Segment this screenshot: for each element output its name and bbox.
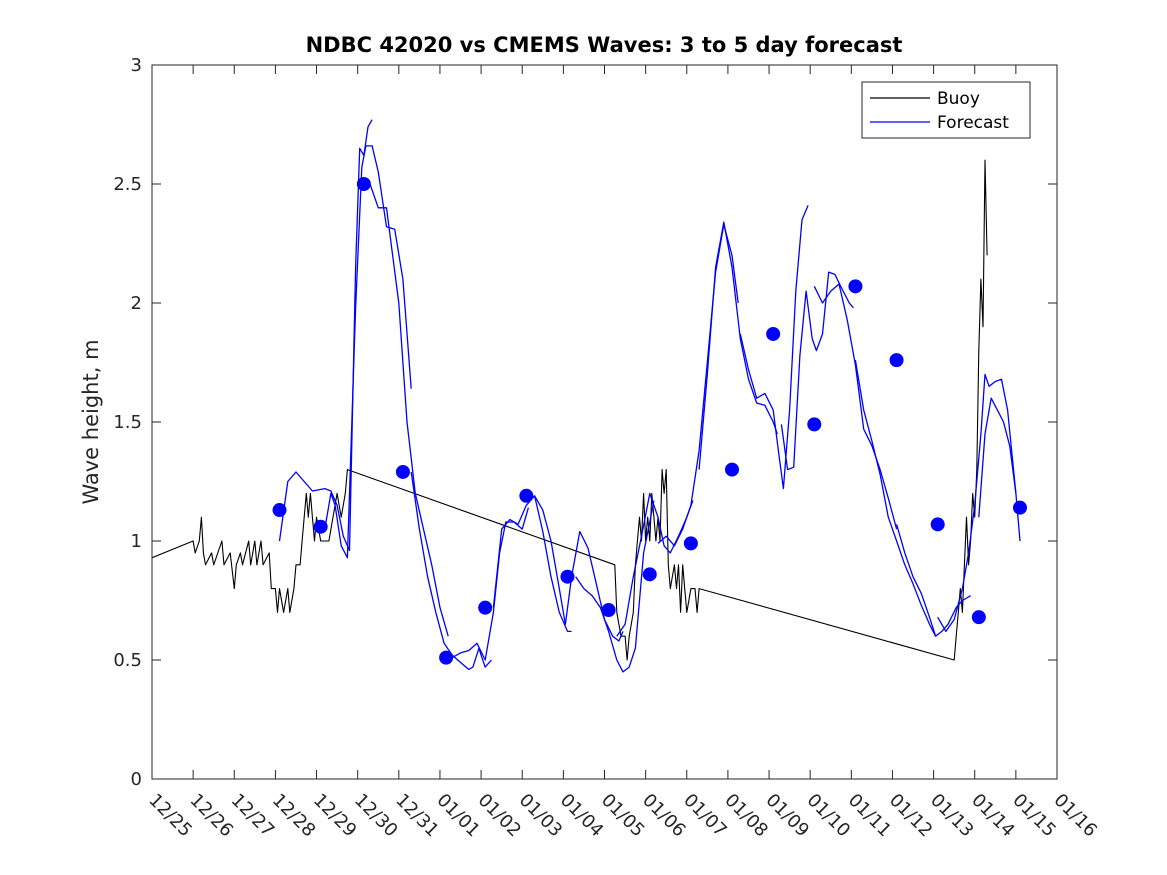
forecast-marker [1012,500,1027,515]
marker-layer [272,177,1027,665]
forecast-marker [519,488,534,503]
forecast-series-line [575,500,655,673]
forecast-series-line [278,119,373,552]
plot-area [152,65,1057,779]
y-tick-label: 2 [131,293,142,314]
forecast-series-line [937,373,1017,633]
forecast-series-line [616,492,694,637]
series-layer [152,119,1021,673]
forecast-series-line [324,145,412,559]
forecast-marker [807,417,822,432]
y-tick-label: 3 [131,55,142,76]
forecast-series-line [369,183,449,637]
forecast-marker [313,519,328,534]
buoy-series-line [152,159,988,661]
forecast-series-line [698,221,778,470]
y-axis: 0 0.5 1 1.5 2 2.5 3 [113,55,1057,790]
forecast-marker [930,517,945,532]
forecast-marker [642,567,657,582]
y-tick-label: 1.5 [113,412,142,433]
forecast-series-line [534,495,624,642]
forecast-marker [395,464,410,479]
forecast-marker [439,650,454,665]
forecast-marker [356,177,371,191]
forecast-marker [971,610,986,625]
forecast-series-line [780,271,854,471]
y-axis-label: Wave height, m [79,339,103,504]
forecast-series-line [739,205,809,490]
y-tick-label: 1 [131,531,142,552]
forecast-series-line [451,507,530,661]
forecast-marker [766,326,781,341]
forecast-marker [889,353,904,368]
forecast-marker [725,462,740,477]
forecast-marker [683,536,698,551]
legend: Buoy Forecast [861,81,1031,139]
y-tick-label: 0 [131,769,142,790]
legend-box [861,81,1031,139]
forecast-marker [272,503,287,518]
forecast-marker [478,600,493,615]
forecast-marker [848,279,863,294]
forecast-series-line [978,397,1021,542]
forecast-marker [560,569,575,584]
forecast-series-line [410,471,492,671]
forecast-series-line [854,359,937,637]
y-tick-label: 2.5 [113,174,142,195]
forecast-marker [601,603,616,618]
y-tick-label: 0.5 [113,650,142,671]
forecast-series-line [813,283,898,530]
legend-forecast-label: Forecast [937,113,1009,133]
chart-title: NDBC 42020 vs CMEMS Waves: 3 to 5 day fo… [306,33,903,57]
legend-buoy-label: Buoy [937,89,980,109]
